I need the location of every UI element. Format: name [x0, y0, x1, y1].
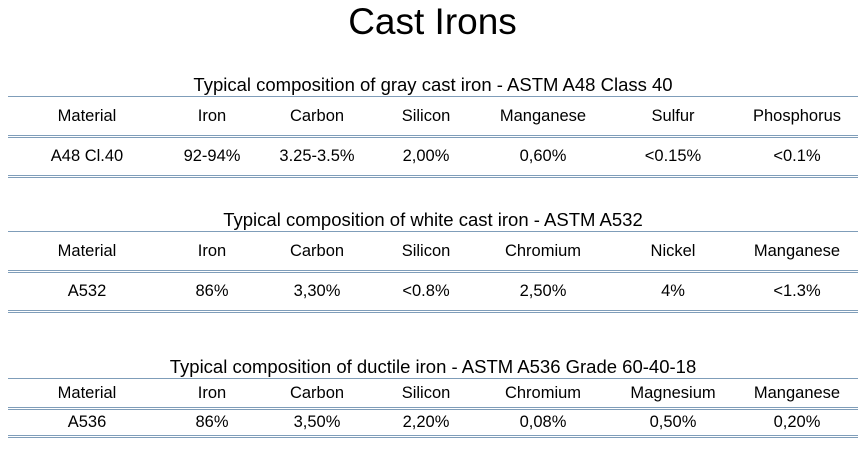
- table-cell: 3,30%: [293, 282, 341, 300]
- table-cell: 2,20%: [402, 413, 450, 431]
- table-row: A536 86% 3,50% 2,20% 0,08% 0,50% 0,20%: [8, 409, 858, 437]
- table-cell: 0,50%: [649, 413, 697, 431]
- table-cell: <0.8%: [402, 282, 450, 300]
- table-cell: 86%: [195, 282, 229, 300]
- header-cell: Manganese: [499, 106, 587, 125]
- table-cell: 0,20%: [773, 413, 821, 431]
- header-cell: Material: [57, 383, 117, 402]
- white-cast-iron-section: Typical composition of white cast iron -…: [8, 209, 858, 313]
- section-title: Typical composition of gray cast iron - …: [193, 74, 673, 95]
- table-cell: 86%: [195, 413, 229, 431]
- header-cell: Carbon: [289, 383, 345, 402]
- header-cell: Silicon: [401, 106, 451, 125]
- table-cell: 2,00%: [402, 147, 450, 165]
- header-cell: Manganese: [753, 241, 841, 260]
- table-row: A48 Cl.40 92-94% 3.25-3.5% 2,00% 0,60% <…: [8, 137, 858, 177]
- table-cell: <0.1%: [773, 147, 821, 165]
- header-cell: Silicon: [401, 383, 451, 402]
- header-cell: Carbon: [289, 106, 345, 125]
- header-cell: Magnesium: [630, 383, 716, 402]
- header-row: Material Iron Carbon Silicon Chromium Ma…: [8, 378, 858, 409]
- gray-cast-iron-section: Typical composition of gray cast iron - …: [8, 74, 858, 178]
- composition-table: Material Iron Carbon Silicon Chromium Ni…: [8, 231, 858, 313]
- table-cell: A536: [67, 413, 107, 431]
- table-cell: <1.3%: [773, 282, 821, 300]
- table-cell: 3.25-3.5%: [279, 147, 355, 165]
- header-cell: Iron: [197, 383, 227, 402]
- header-cell: Iron: [197, 106, 227, 125]
- section-title: Typical composition of white cast iron -…: [223, 209, 643, 230]
- table-cell: 2,50%: [519, 282, 567, 300]
- table-cell: 0,08%: [519, 413, 567, 431]
- header-cell: Phosphorus: [752, 106, 842, 125]
- table-cell: 4%: [661, 282, 685, 300]
- header-cell: Nickel: [650, 241, 696, 260]
- header-cell: Carbon: [289, 241, 345, 260]
- header-cell: Silicon: [401, 241, 451, 260]
- header-row: Material Iron Carbon Silicon Manganese S…: [8, 96, 858, 137]
- header-cell: Material: [57, 106, 117, 125]
- header-cell: Sulfur: [651, 106, 695, 125]
- table-cell: <0.15%: [644, 147, 702, 165]
- section-title: Typical composition of ductile iron - AS…: [169, 356, 697, 377]
- page-title: Cast Irons: [348, 1, 517, 42]
- table-row: A532 86% 3,30% <0.8% 2,50% 4% <1.3%: [8, 272, 858, 312]
- header-cell: Chromium: [504, 241, 582, 260]
- composition-table: Material Iron Carbon Silicon Manganese S…: [8, 96, 858, 178]
- table-cell: 3,50%: [293, 413, 341, 431]
- header-row: Material Iron Carbon Silicon Chromium Ni…: [8, 231, 858, 272]
- table-cell: A48 Cl.40: [50, 147, 124, 165]
- header-cell: Chromium: [504, 383, 582, 402]
- ductile-iron-section: Typical composition of ductile iron - AS…: [8, 356, 858, 438]
- table-cell: A532: [67, 282, 107, 300]
- header-cell: Iron: [197, 241, 227, 260]
- composition-table: Material Iron Carbon Silicon Chromium Ma…: [8, 378, 858, 438]
- header-cell: Manganese: [753, 383, 841, 402]
- table-cell: 92-94%: [183, 147, 241, 165]
- table-cell: 0,60%: [519, 147, 567, 165]
- header-cell: Material: [57, 241, 117, 260]
